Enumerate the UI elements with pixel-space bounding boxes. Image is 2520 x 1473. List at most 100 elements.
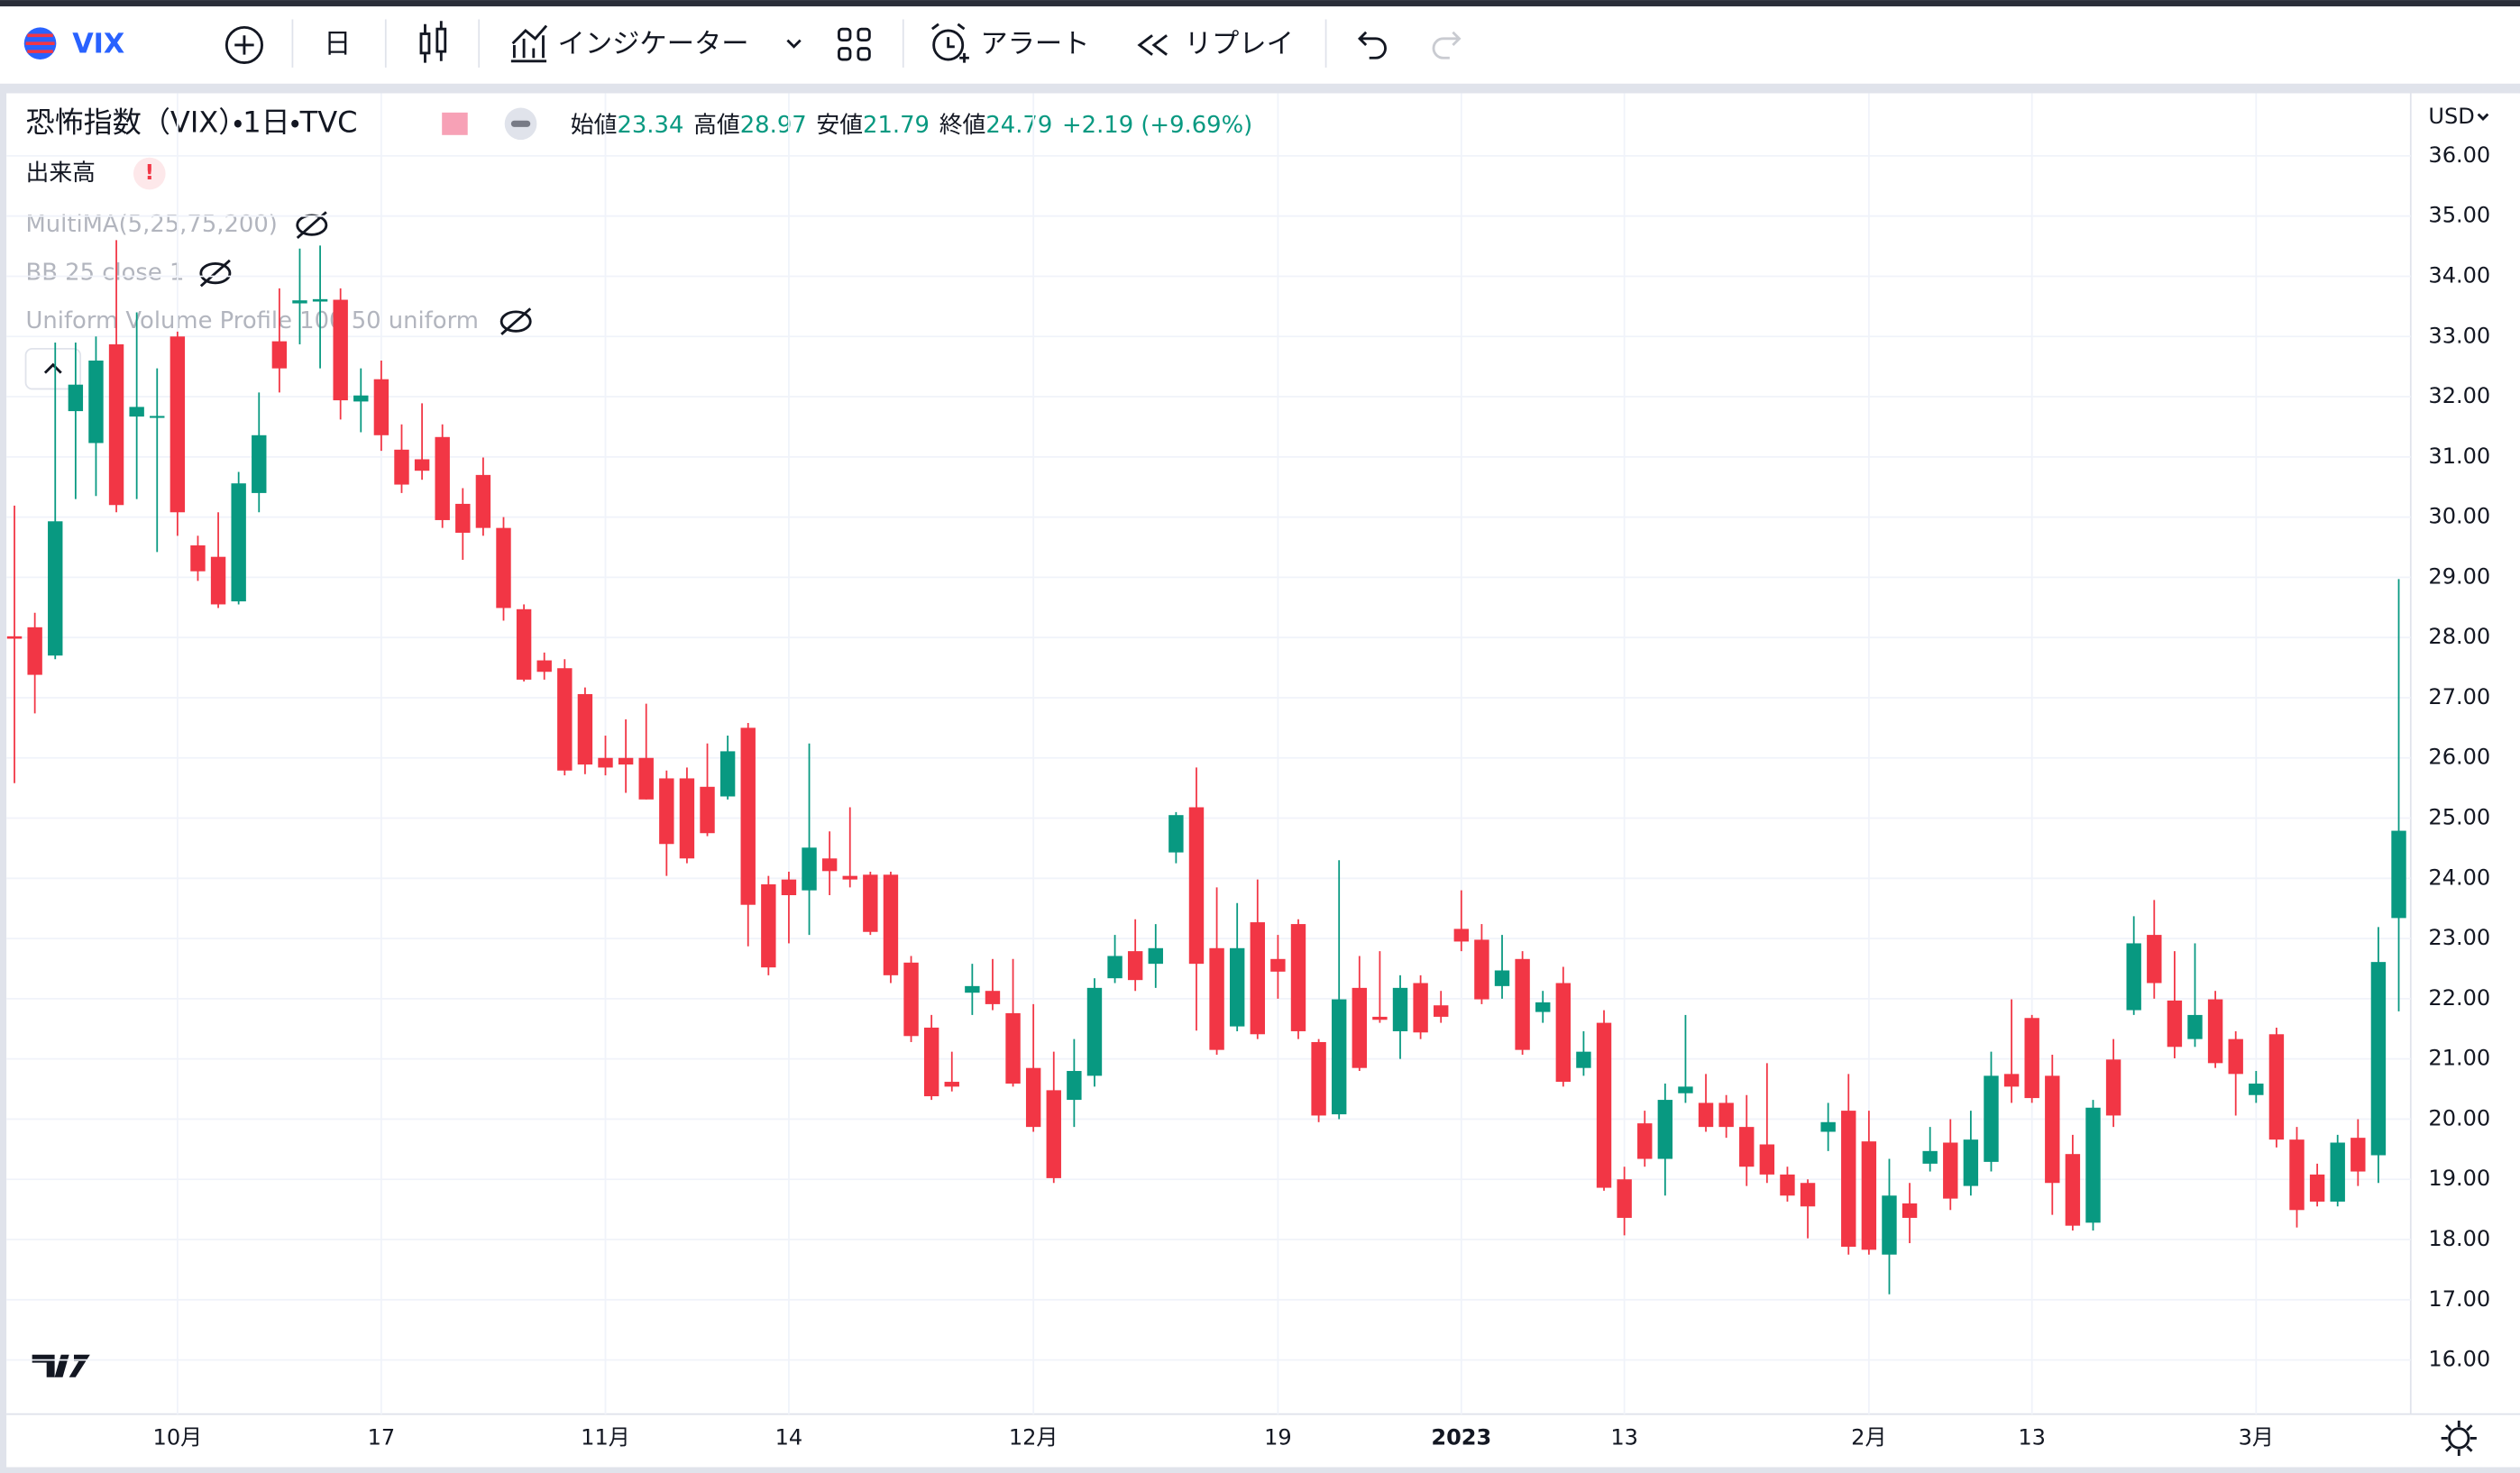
- candle-body: [1453, 929, 1470, 942]
- indicators-button[interactable]: インジケーター: [510, 24, 802, 63]
- candle-body: [48, 521, 63, 656]
- y-tick-label: 29.00: [2428, 563, 2490, 589]
- candle-body: [6, 636, 23, 639]
- candle-body: [842, 875, 857, 880]
- currency-label[interactable]: USD: [2428, 104, 2474, 129]
- status-dash: [510, 120, 531, 127]
- layouts-button[interactable]: [838, 27, 871, 61]
- flag-stripes: [25, 33, 55, 53]
- low-label: 安値: [816, 112, 863, 139]
- candle-body: [2045, 1075, 2060, 1184]
- candle-body: [1188, 807, 1205, 965]
- study-name[interactable]: BB 25 close 1: [26, 260, 185, 287]
- candle-body: [414, 459, 430, 471]
- close-label: 終値: [939, 112, 986, 139]
- y-tick-label: 18.00: [2428, 1226, 2490, 1251]
- x-tick-label: 13: [1610, 1424, 1638, 1450]
- candle-body: [1005, 1012, 1021, 1084]
- low-value: 21.79: [863, 112, 930, 139]
- study-name[interactable]: 出来高: [26, 160, 96, 187]
- symbol: VIX: [72, 28, 124, 59]
- collapse-chevron: [43, 362, 62, 374]
- alert-button[interactable]: アラート: [931, 23, 1090, 63]
- plus-icon: [225, 25, 263, 65]
- candle-body: [1434, 1005, 1449, 1017]
- candle-body: [292, 300, 307, 304]
- candle-body: [659, 778, 674, 845]
- y-tick-label: 35.00: [2428, 203, 2490, 228]
- candle-body: [435, 436, 450, 520]
- candle-icon-wicks: [424, 21, 443, 63]
- candle-body: [1352, 987, 1368, 1068]
- indicators-label: インジケーター: [558, 28, 749, 59]
- x-tick-label: 2023: [1431, 1424, 1491, 1450]
- candle-body: [618, 757, 634, 765]
- change-value: +2.19 (+9.69%): [1062, 112, 1252, 139]
- candle-body: [1515, 958, 1530, 1050]
- candle-body: [516, 608, 532, 680]
- y-tick-label: 23.00: [2428, 925, 2490, 950]
- y-tick-label: 20.00: [2428, 1105, 2490, 1130]
- y-tick-label: 27.00: [2428, 684, 2490, 709]
- candle-body: [1311, 1041, 1326, 1116]
- hidden-icon[interactable]: [499, 307, 532, 335]
- high-value: 28.97: [740, 112, 807, 139]
- currency-chevron: [2477, 113, 2489, 121]
- candle-body: [1657, 1100, 1673, 1159]
- window-edge: [0, 0, 2520, 7]
- compare-button[interactable]: [225, 25, 263, 65]
- error-badge[interactable]: [133, 157, 166, 190]
- candle-body: [965, 985, 980, 993]
- redo-button[interactable]: [1432, 31, 1462, 59]
- candle-body: [1718, 1102, 1734, 1128]
- candle-body: [2228, 1038, 2243, 1075]
- close-value: 24.79: [985, 112, 1052, 139]
- candle-body: [1290, 924, 1306, 1031]
- candle-body: [1086, 987, 1103, 1076]
- candle-body: [252, 435, 267, 493]
- x-tick-label: 17: [368, 1424, 396, 1450]
- x-tick-label: 2月: [1851, 1424, 1886, 1450]
- candle-body: [598, 757, 613, 768]
- x-tick-label: 19: [1264, 1424, 1292, 1450]
- candle-body: [802, 847, 817, 891]
- flag-marker[interactable]: [442, 112, 468, 135]
- candle-body: [2391, 830, 2406, 919]
- candle-body: [1148, 947, 1163, 965]
- candle-body: [2105, 1059, 2121, 1116]
- candle-body: [1901, 1203, 1918, 1218]
- candle-body: [1963, 1139, 1979, 1186]
- undo-button[interactable]: [1357, 31, 1387, 59]
- candle-body: [1841, 1111, 1856, 1248]
- candle-body: [1413, 983, 1428, 1033]
- y-tick-label: 17.00: [2428, 1286, 2490, 1312]
- y-tick-label: 24.00: [2428, 865, 2490, 890]
- symbol-button[interactable]: VIX: [23, 27, 125, 59]
- settings-button[interactable]: [2441, 1420, 2477, 1457]
- candle-body: [638, 757, 654, 800]
- y-tick-label: 16.00: [2428, 1347, 2490, 1372]
- candle-body: [2350, 1138, 2366, 1172]
- candle-body: [2330, 1142, 2345, 1202]
- candle-body: [1209, 947, 1224, 1050]
- study-name[interactable]: Uniform Volume Profile 100 50 uniform: [26, 307, 479, 334]
- candle-body: [2289, 1139, 2305, 1211]
- replay-button[interactable]: リプレイ: [1137, 28, 1294, 59]
- candle-body: [150, 416, 165, 418]
- plus-icon-cross: [234, 35, 254, 55]
- candle-body: [1250, 922, 1265, 1035]
- hidden-icon[interactable]: [199, 259, 232, 288]
- interval-button[interactable]: 日: [324, 28, 351, 59]
- study-name[interactable]: MultiMA(5,25,75,200): [26, 211, 278, 238]
- candle-body: [2370, 962, 2387, 1156]
- candle-body: [1474, 939, 1489, 1000]
- candle-body: [923, 1027, 939, 1097]
- chart-type-button[interactable]: [419, 21, 447, 63]
- collapse-button[interactable]: [24, 347, 82, 390]
- y-tick-label: 25.00: [2428, 805, 2490, 830]
- candle-body: [2249, 1084, 2264, 1095]
- grid-icon: [838, 47, 852, 61]
- candle-body: [761, 883, 776, 968]
